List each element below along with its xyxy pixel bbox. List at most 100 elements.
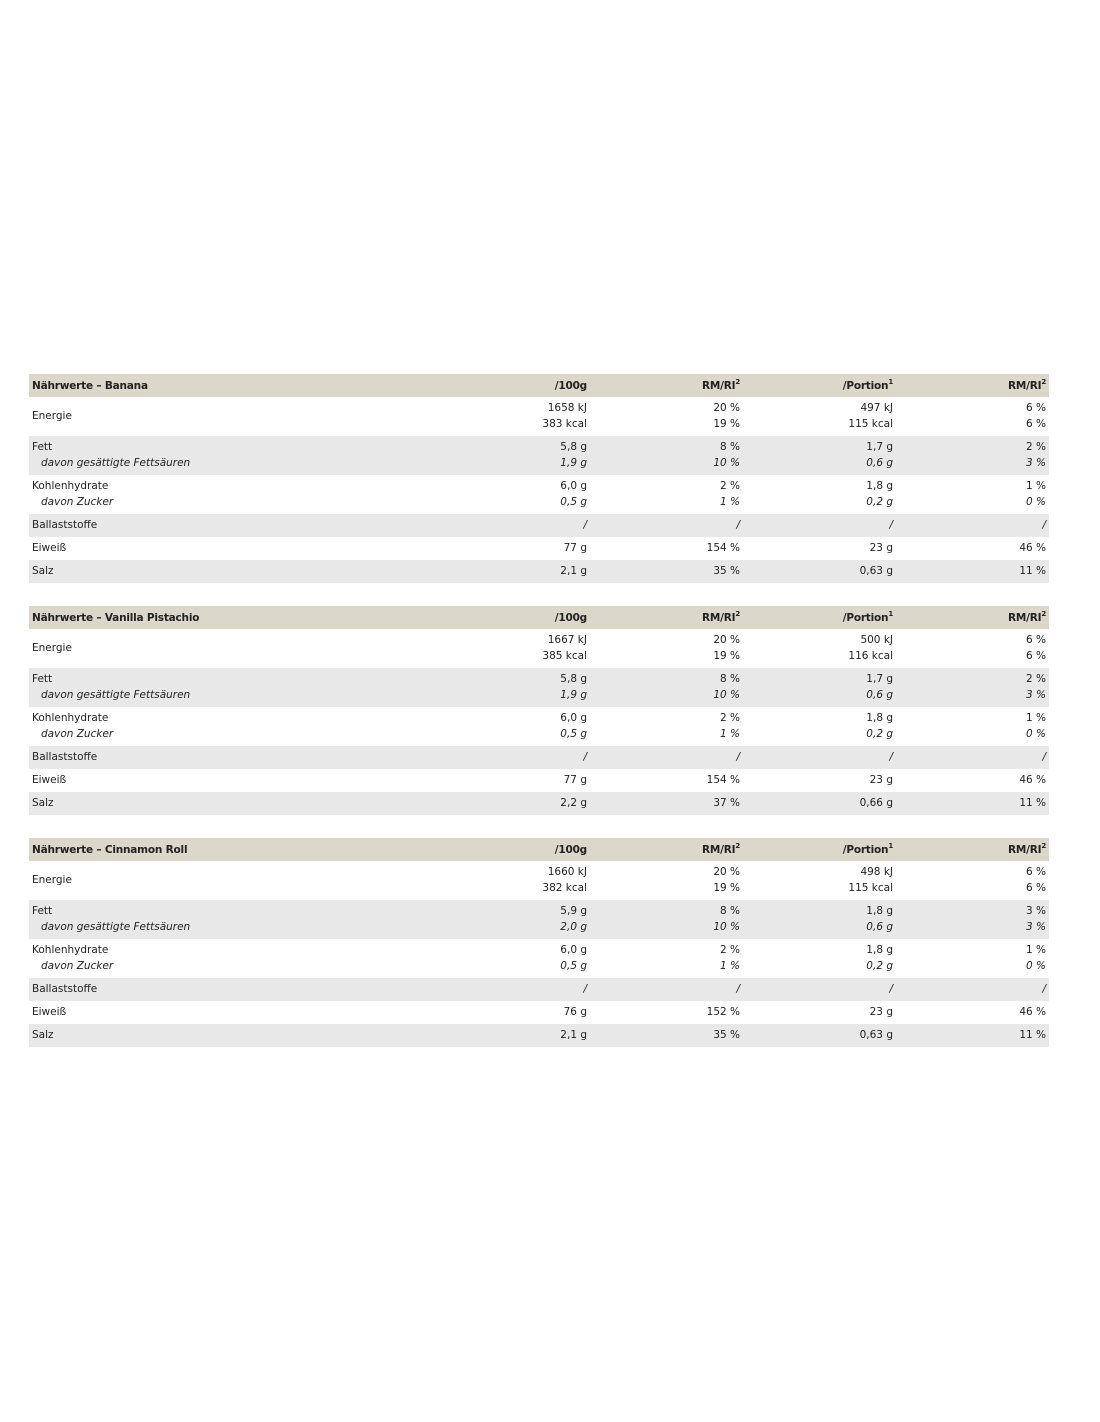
table-row: Fett davon gesättigte Fettsäuren 5,8 g 1,9 …	[29, 436, 1049, 475]
value-cell: 0,66 g	[743, 792, 896, 815]
nutrient-label: Kohlenhydrate	[32, 480, 109, 492]
nutrient-label-cell: Ballaststoffe	[29, 978, 437, 1001]
value: /	[1042, 750, 1046, 763]
value: 76 g	[563, 1005, 587, 1018]
table-row: Eiweiß 77 g 154 % 23 g 46 %	[29, 537, 1049, 560]
column-header-label: /Portion	[842, 843, 889, 856]
value: 6,0 g	[560, 712, 587, 724]
value-cell: /	[590, 978, 743, 1001]
value: 2,1 g	[560, 1028, 587, 1041]
value: 0,63 g	[859, 564, 893, 577]
value-cell: 11 %	[896, 792, 1049, 815]
nutrient-label: Kohlenhydrate	[32, 712, 109, 724]
value-cell: 23 g	[743, 769, 896, 792]
value: 23 g	[869, 1005, 893, 1018]
value: 1 %	[1026, 944, 1046, 956]
table-row: Energie 1667 kJ 385 kcal 20 % 19 % 500 kJ 116 …	[29, 629, 1049, 668]
value: /	[889, 750, 893, 763]
nutrient-label-cell: Kohlenhydrate davon Zucker	[29, 707, 437, 746]
nutrient-label: Salz	[32, 796, 54, 809]
nutrient-label: Eiweiß	[32, 773, 67, 786]
column-header: /100g	[437, 838, 590, 861]
column-header: RM/RI2	[590, 606, 743, 629]
value-cell: 46 %	[896, 769, 1049, 792]
nutrient-label: Kohlenhydrate	[32, 944, 109, 956]
value-cell: 8 % 10 %	[590, 900, 743, 939]
column-header: RM/RI2	[896, 838, 1049, 861]
value-cell: 0,63 g	[743, 1024, 896, 1047]
value-cell: 152 %	[590, 1001, 743, 1024]
value-cell: /	[743, 746, 896, 769]
value-cell: 2 % 1 %	[590, 939, 743, 978]
nutrient-label: Fett	[32, 441, 53, 453]
value: 152 %	[706, 1005, 740, 1018]
value-cell: 1,7 g 0,6 g	[743, 436, 896, 475]
value-cell: 6 % 6 %	[896, 861, 1049, 900]
value: 2,1 g	[560, 564, 587, 577]
nutrient-sublabel: davon gesättigte Fettsäuren	[41, 456, 191, 469]
value: 11 %	[1019, 1028, 1046, 1041]
value: 1,9 g	[560, 688, 587, 701]
value: 46 %	[1019, 773, 1046, 786]
value-cell: 8 % 10 %	[590, 668, 743, 707]
value: 23 g	[869, 773, 893, 786]
value: 23 g	[869, 541, 893, 554]
value: 1658 kJ	[547, 402, 587, 414]
column-header-label: RM/RI	[701, 611, 736, 624]
nutrient-label: Ballaststoffe	[32, 518, 98, 531]
table-row: Ballaststoffe / / / /	[29, 514, 1049, 537]
nutrient-label-cell: Eiweiß	[29, 769, 437, 792]
value: /	[583, 518, 587, 531]
column-header: /Portion1	[743, 606, 896, 629]
value-cell: /	[743, 514, 896, 537]
nutrition-table: Nährwerte – Banana/100g RM/RI2/Portion1 RM…	[29, 374, 1049, 583]
table-row: Energie 1660 kJ 382 kcal 20 % 19 % 498 kJ 115 …	[29, 861, 1049, 900]
value: 35 %	[713, 1028, 740, 1041]
nutrient-sublabel: davon Zucker	[41, 495, 114, 508]
nutrient-label: Ballaststoffe	[32, 750, 98, 763]
value: 6 %	[1026, 417, 1046, 430]
value-cell: 35 %	[590, 1024, 743, 1047]
value: 11 %	[1019, 796, 1046, 809]
table-row: Eiweiß 76 g 152 % 23 g 46 %	[29, 1001, 1049, 1024]
value-cell: 2 % 3 %	[896, 436, 1049, 475]
value: 2,2 g	[560, 796, 587, 809]
value: 11 %	[1019, 564, 1046, 577]
table-row: Ballaststoffe / / / /	[29, 746, 1049, 769]
column-header-label: RM/RI	[701, 843, 736, 856]
value: 1,7 g	[866, 673, 893, 685]
value-cell: 6,0 g 0,5 g	[437, 939, 590, 978]
value: 6 %	[1026, 634, 1046, 646]
footnote-marker: 1	[888, 377, 893, 386]
table-row: Salz 2,1 g 35 % 0,63 g 11 %	[29, 560, 1049, 583]
value-cell: 2,1 g	[437, 1024, 590, 1047]
footnote-marker: 2	[735, 609, 740, 618]
column-header: RM/RI2	[590, 838, 743, 861]
value: 6,0 g	[560, 480, 587, 492]
value: 1,8 g	[866, 480, 893, 492]
value: 20 %	[713, 634, 740, 646]
value-cell: 5,8 g 1,9 g	[437, 436, 590, 475]
value: 0,66 g	[859, 796, 893, 809]
nutrient-label: Eiweiß	[32, 541, 67, 554]
value: 500 kJ	[860, 634, 893, 646]
value: 2 %	[720, 480, 740, 492]
value: 0,6 g	[866, 456, 893, 469]
value: 116 kcal	[848, 649, 893, 662]
nutrient-label-cell: Energie	[29, 861, 437, 900]
table-header-row: Nährwerte – Vanilla Pistachio/100g RM/RI2…	[29, 606, 1049, 629]
value: 10 %	[713, 920, 740, 933]
nutrition-table: Nährwerte – Vanilla Pistachio/100g RM/RI2…	[29, 606, 1049, 815]
value-cell: 2 % 1 %	[590, 475, 743, 514]
nutrient-label-cell: Salz	[29, 560, 437, 583]
table-title: Nährwerte – Vanilla Pistachio	[29, 606, 437, 629]
nutrient-label-cell: Eiweiß	[29, 1001, 437, 1024]
value: 385 kcal	[542, 649, 587, 662]
value: 1,8 g	[866, 905, 893, 917]
value: 6 %	[1026, 866, 1046, 878]
table-row: Energie 1658 kJ 383 kcal 20 % 19 % 497 kJ 115 …	[29, 397, 1049, 436]
footnote-marker: 2	[735, 377, 740, 386]
value: 1 %	[720, 727, 740, 740]
footnote-marker: 1	[888, 841, 893, 850]
